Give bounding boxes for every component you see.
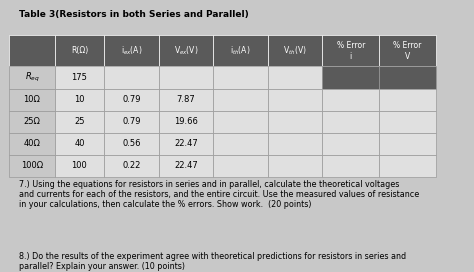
Bar: [268, 133, 322, 155]
Bar: [55, 155, 104, 177]
Bar: [379, 133, 436, 155]
Bar: [159, 155, 213, 177]
Text: 25: 25: [74, 117, 85, 126]
Bar: [213, 89, 268, 111]
Bar: [104, 66, 159, 89]
Bar: [9, 89, 55, 111]
Text: % Error
i: % Error i: [337, 41, 365, 61]
Bar: [55, 35, 104, 66]
Bar: [159, 111, 213, 133]
Bar: [379, 89, 436, 111]
Bar: [104, 111, 159, 133]
Text: 175: 175: [72, 73, 87, 82]
Bar: [322, 111, 379, 133]
Bar: [9, 111, 55, 133]
Text: i$_{ex}$(A): i$_{ex}$(A): [121, 45, 142, 57]
Text: V$_{th}$(V): V$_{th}$(V): [283, 45, 307, 57]
Bar: [322, 35, 379, 66]
Bar: [159, 133, 213, 155]
Bar: [268, 155, 322, 177]
Bar: [379, 66, 436, 89]
Text: 7.) Using the equations for resistors in series and in parallel, calculate the t: 7.) Using the equations for resistors in…: [19, 180, 419, 209]
Text: 8.) Do the results of the experiment agree with theoretical predictions for resi: 8.) Do the results of the experiment agr…: [19, 252, 406, 271]
Text: 19.66: 19.66: [174, 117, 198, 126]
Text: 0.79: 0.79: [122, 95, 141, 104]
Text: 7.87: 7.87: [177, 95, 195, 104]
Bar: [322, 133, 379, 155]
Bar: [213, 66, 268, 89]
Bar: [55, 66, 104, 89]
Text: V$_{ex}$(V): V$_{ex}$(V): [174, 45, 198, 57]
Bar: [268, 35, 322, 66]
Bar: [55, 133, 104, 155]
Text: 40: 40: [74, 139, 85, 148]
Text: 25Ω: 25Ω: [24, 117, 40, 126]
Text: i$_{th}$(A): i$_{th}$(A): [230, 45, 251, 57]
Bar: [159, 66, 213, 89]
Bar: [213, 111, 268, 133]
Bar: [268, 66, 322, 89]
Bar: [213, 155, 268, 177]
Bar: [322, 89, 379, 111]
Bar: [159, 35, 213, 66]
Text: 0.22: 0.22: [122, 161, 141, 170]
Text: 0.79: 0.79: [122, 117, 141, 126]
Text: 22.47: 22.47: [174, 139, 198, 148]
Bar: [9, 155, 55, 177]
Text: % Error
V: % Error V: [393, 41, 422, 61]
Bar: [9, 66, 55, 89]
Text: 0.56: 0.56: [122, 139, 141, 148]
Bar: [104, 155, 159, 177]
Text: $R_{eq}$: $R_{eq}$: [25, 71, 39, 84]
Text: 10: 10: [74, 95, 85, 104]
Bar: [379, 111, 436, 133]
Bar: [322, 66, 379, 89]
Text: 22.47: 22.47: [174, 161, 198, 170]
Text: 100: 100: [72, 161, 87, 170]
Bar: [268, 89, 322, 111]
Bar: [9, 35, 55, 66]
Bar: [9, 133, 55, 155]
Text: Table 3(Resistors in both Series and Parallel): Table 3(Resistors in both Series and Par…: [19, 10, 249, 20]
Text: 40Ω: 40Ω: [24, 139, 40, 148]
Bar: [55, 89, 104, 111]
Bar: [213, 133, 268, 155]
Bar: [379, 35, 436, 66]
Bar: [379, 155, 436, 177]
Bar: [104, 35, 159, 66]
Bar: [55, 111, 104, 133]
Bar: [104, 89, 159, 111]
Bar: [104, 133, 159, 155]
Bar: [159, 89, 213, 111]
Bar: [322, 155, 379, 177]
Text: R(Ω): R(Ω): [71, 47, 88, 55]
Text: 10Ω: 10Ω: [24, 95, 40, 104]
Bar: [213, 35, 268, 66]
Bar: [268, 111, 322, 133]
Text: 100Ω: 100Ω: [21, 161, 43, 170]
